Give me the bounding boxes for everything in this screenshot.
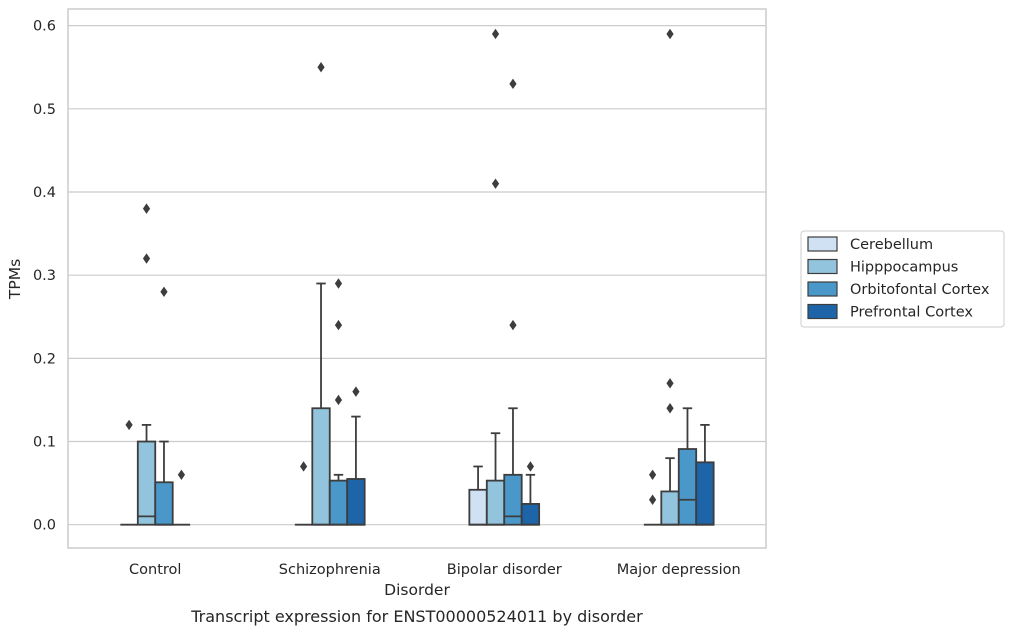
box-group [677,407,698,526]
y-tick-label: 0.3 [33,268,56,284]
outlier-point [334,319,343,331]
y-tick-label: 0.6 [33,19,56,35]
outlier-point [666,28,674,40]
legend-items: Cerebellum Hipppocampus Orbitofontal Corte… [807,236,990,321]
y-tick-label: 0.0 [33,518,56,534]
outlier-point [491,28,500,40]
box-group [136,203,157,526]
box-rect [468,488,488,526]
legend-swatch [807,303,838,320]
legend-swatch [807,281,838,297]
outlier-point [160,286,168,298]
x-axis-ticks: Control Schizophrenia Bipolar disorder Majo… [129,562,741,578]
y-tick-label: 0.5 [33,102,56,118]
outlier-point [509,78,517,90]
box-rect [136,440,157,526]
x-tick-label: Control [129,562,181,578]
outlier-point [317,62,325,73]
chart-caption: Transcript expression for ENST0000052401… [190,607,643,626]
box-group [485,28,506,526]
plot-area-frame [67,8,767,549]
box-group [520,461,541,526]
legend-label: Prefrontal Cortex [850,305,973,321]
box-group [172,469,191,526]
x-tick-label: Bipolar disorder [447,562,562,578]
outlier-point [666,403,674,414]
box-rect [677,448,698,526]
box-group [346,386,366,526]
legend-swatch [807,236,838,252]
outlier-point [299,461,308,472]
grid-lines [68,25,766,526]
box-rect [660,490,680,526]
box-rect [328,479,349,526]
box-group [660,28,680,526]
outlier-point [334,278,343,289]
legend-label: Cerebellum [850,237,933,253]
y-tick-label: 0.1 [33,435,56,451]
box-group [120,419,138,526]
legend-swatch [807,258,838,275]
box-group [503,78,523,526]
box-group [154,286,174,526]
legend-label: Hipppocampus [850,260,958,276]
legend: Cerebellum Hipppocampus Orbitofontal Corte… [800,230,1005,328]
box-group [643,469,662,526]
outlier-point [648,469,657,481]
outlier-point [666,378,674,389]
outlier-point [648,494,657,505]
box-rect [520,503,541,526]
boxes-layer [120,28,715,526]
outlier-point [526,461,535,472]
box-group [311,62,331,526]
y-axis-ticks: 0.0 0.1 0.2 0.3 0.4 0.5 0.6 [33,19,56,534]
box-rect [311,407,331,526]
box-rect [695,461,715,526]
box-rect [346,478,366,526]
y-axis-label: TPMs [6,259,24,300]
legend-frame [800,230,1005,328]
legend-label: Orbitofontal Cortex [850,282,990,298]
outlier-point [334,394,343,406]
outlier-point [491,178,500,189]
box-group [695,423,715,526]
outlier-point [509,319,517,331]
box-group [468,465,488,526]
x-tick-label: Major depression [617,562,741,578]
box-rect [154,481,174,526]
box-group [328,278,349,526]
box-group [294,461,313,526]
x-axis-label: Disorder [384,581,450,599]
box-rect [485,479,506,526]
outlier-point [352,386,360,397]
y-tick-label: 0.4 [33,185,56,201]
x-tick-label: Schizophrenia [279,562,381,578]
outlier-point [142,203,151,214]
y-tick-label: 0.2 [33,351,56,367]
outlier-point [142,253,151,264]
outlier-point [177,469,186,481]
outlier-point [125,419,133,431]
box-rect [503,473,523,526]
